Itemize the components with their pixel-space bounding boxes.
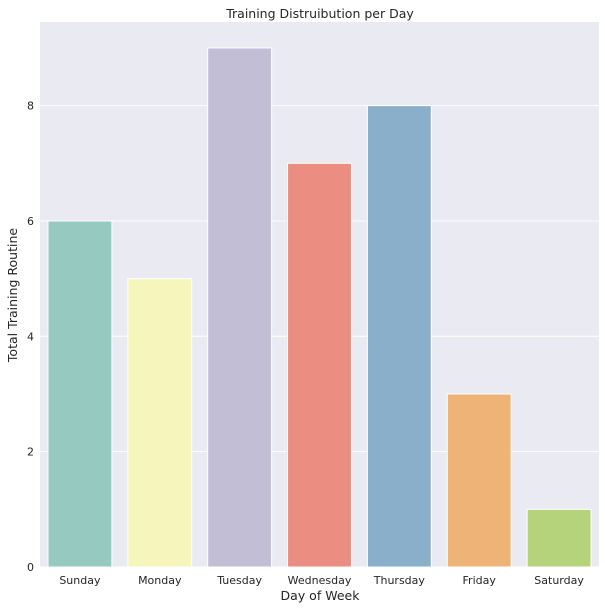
bar-friday bbox=[446, 393, 512, 568]
x-tick-label-sunday: Sunday bbox=[59, 574, 101, 587]
y-tick-label: 8 bbox=[27, 100, 34, 113]
y-tick-label: 6 bbox=[27, 215, 34, 228]
bar-thursday bbox=[366, 105, 432, 568]
x-tick-label-thursday: Thursday bbox=[373, 574, 426, 587]
y-axis-label: Total Training Routine bbox=[5, 228, 20, 363]
bar-wednesday bbox=[287, 162, 352, 568]
bar-saturday bbox=[526, 508, 592, 568]
y-tick-label: 2 bbox=[27, 446, 34, 459]
bars bbox=[47, 47, 592, 568]
bar-monday bbox=[127, 278, 193, 568]
bar-tuesday bbox=[207, 47, 273, 568]
x-tick-label-friday: Friday bbox=[463, 574, 497, 587]
bar-sunday bbox=[47, 220, 113, 568]
chart-title: Training Distruibution per Day bbox=[225, 6, 414, 21]
y-tick-labels: 0 2 4 6 8 bbox=[27, 100, 34, 574]
x-tick-labels: Sunday Monday Tuesday Wednesday Thursday Frid… bbox=[59, 574, 584, 587]
x-tick-label-tuesday: Tuesday bbox=[216, 574, 262, 587]
x-tick-label-monday: Monday bbox=[138, 574, 182, 587]
y-tick-label: 4 bbox=[27, 330, 34, 343]
x-axis-label: Day of Week bbox=[281, 588, 361, 603]
x-tick-label-wednesday: Wednesday bbox=[288, 574, 352, 587]
x-tick-label-saturday: Saturday bbox=[534, 574, 584, 587]
y-tick-label: 0 bbox=[27, 561, 34, 574]
